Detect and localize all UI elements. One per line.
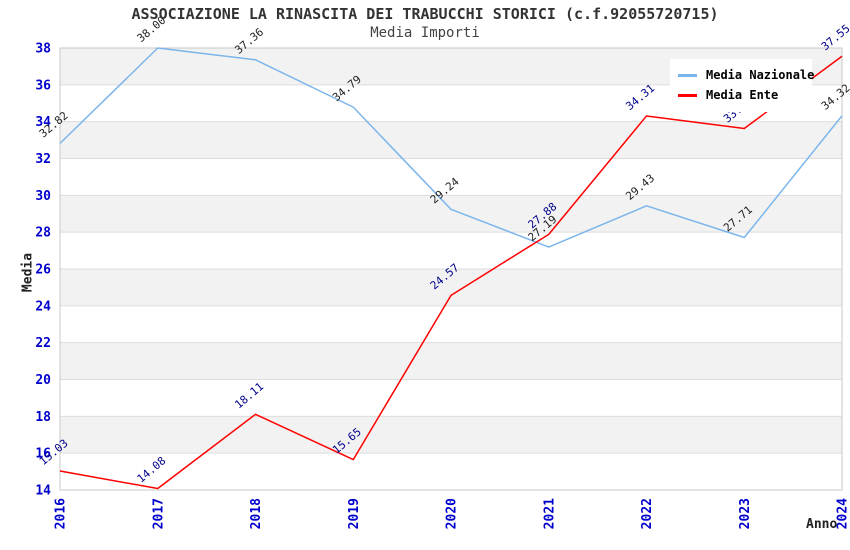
legend-item-media-nazionale: Media Nazionale [678, 65, 814, 85]
x-tick-label: 2024 [836, 498, 850, 529]
legend-swatch-media-nazionale [678, 73, 697, 77]
chart-subtitle: Media Importi [370, 25, 480, 41]
legend-label: Media Ente [706, 88, 779, 102]
x-tick-label: 2020 [445, 498, 460, 529]
y-tick-label: 22 [35, 336, 51, 351]
legend-item-media-ente: Media Ente [678, 85, 804, 105]
plot-band [60, 416, 842, 454]
y-tick-label: 24 [35, 299, 51, 314]
legend-swatch-media-ente [678, 93, 697, 97]
x-tick-label: 2021 [542, 498, 557, 529]
y-tick-label: 18 [35, 410, 51, 425]
x-tick-label: 2018 [249, 498, 264, 529]
y-tick-label: 30 [35, 189, 51, 204]
y-tick-label: 32 [35, 152, 51, 167]
x-tick-label: 2022 [640, 498, 655, 529]
x-tick-label: 2023 [738, 498, 753, 529]
y-tick-label: 28 [35, 226, 51, 241]
data-label: 14.08 [135, 454, 169, 485]
data-label: 18.11 [232, 380, 266, 411]
series-line-media-ente [59, 55, 843, 490]
x-tick-label: 2017 [151, 498, 166, 529]
x-tick-label: 2019 [347, 498, 362, 529]
data-label: 34.32 [819, 81, 850, 112]
y-tick-label: 16 [35, 447, 51, 462]
legend: Media Nazionale Media Ente [670, 59, 814, 112]
y-tick-label: 36 [35, 78, 51, 93]
plot-band [60, 342, 842, 380]
y-tick-label: 38 [35, 42, 51, 57]
y-axis-title: Media [20, 252, 36, 293]
x-axis-title: Anno [806, 517, 838, 532]
legend-label: Media Nazionale [706, 68, 815, 82]
series-line-media-nazionale [59, 47, 843, 248]
plot-band [60, 121, 842, 159]
plot-border [59, 47, 843, 491]
data-label: 34.31 [623, 82, 657, 113]
y-tick-label: 26 [35, 263, 51, 278]
chart-title: ASSOCIAZIONE LA RINASCITA DEI TRABUCCHI … [131, 5, 719, 23]
plot-band [60, 195, 842, 233]
y-tick-label: 34 [35, 115, 51, 130]
y-tick-label: 14 [35, 484, 51, 499]
plot-band [60, 269, 842, 306]
y-tick-label: 20 [35, 373, 51, 388]
x-tick-label: 2016 [54, 498, 69, 529]
